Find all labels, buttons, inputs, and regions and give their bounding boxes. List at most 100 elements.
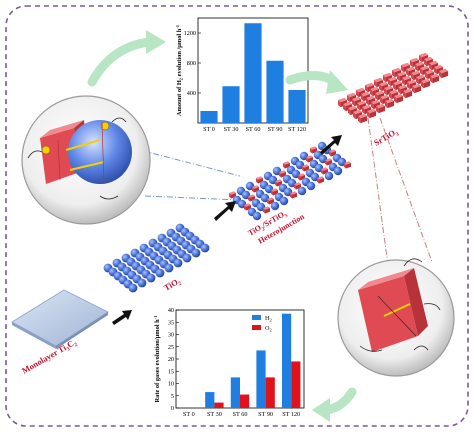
- srtio3-cube-top: [439, 68, 449, 74]
- srtio3-cube-top: [410, 57, 420, 63]
- label-tio2: TiO2: [162, 275, 183, 294]
- bar: [291, 361, 301, 408]
- legend-label-part: O: [265, 325, 270, 332]
- srtio3-cube-top: [394, 93, 404, 99]
- srtio3-cube-left: [365, 85, 368, 93]
- bar: [240, 394, 250, 408]
- srtio3-cube-top: [357, 100, 367, 106]
- y-tick-label: 800: [187, 60, 196, 67]
- srtio3-cube-top: [356, 87, 366, 93]
- srtio3-cube-left: [271, 190, 273, 196]
- connector-line: [144, 195, 241, 201]
- y-tick-label: 20: [168, 356, 174, 363]
- srtio3-cube-top: [425, 69, 435, 75]
- y-tick-label: 0: [171, 405, 174, 412]
- srtio3-cube-top: [310, 146, 317, 150]
- srtio3-cube-left: [397, 74, 400, 82]
- srtio3-cube-top: [244, 203, 251, 207]
- srtio3-cube-top: [434, 64, 444, 70]
- srtio3-cube-top: [344, 161, 351, 165]
- srtio3-cube-left: [410, 60, 413, 68]
- srtio3-cube-top: [325, 158, 332, 162]
- srtio3-cube-top: [424, 56, 434, 62]
- tio2-sphere: [279, 196, 289, 206]
- srtio3-cube-left: [420, 68, 423, 76]
- srtio3-cube-left: [358, 116, 361, 124]
- srtio3-cube-top: [406, 66, 416, 72]
- srtio3-cube-top: [397, 71, 407, 77]
- srtio3-cube-top: [252, 185, 259, 189]
- tio2-sphere: [155, 268, 165, 278]
- srtio3-cube-left: [294, 184, 296, 190]
- x-tick-label: ST 90: [258, 411, 273, 418]
- srtio3-cube-left: [384, 88, 387, 96]
- label-srtio3: SrTiO3: [372, 126, 401, 149]
- srtio3-cube-right: [441, 71, 449, 79]
- srtio3-cube-left: [415, 64, 418, 72]
- srtio3-cube-left: [380, 97, 383, 105]
- srtio3-cube-top: [407, 79, 417, 85]
- srtio3-cube-left: [357, 103, 360, 111]
- srtio3-cube-left: [388, 79, 391, 87]
- x-tick-label: ST 0: [203, 126, 215, 133]
- srtio3-cube-left: [279, 172, 281, 178]
- srtio3-cube-left: [353, 112, 356, 120]
- srtio3-cube-top: [256, 176, 263, 180]
- srtio3-cube-top: [379, 81, 389, 87]
- srtio3-cube-top: [352, 96, 362, 102]
- tio2-sphere: [324, 171, 334, 181]
- srtio3-cube-top: [403, 88, 413, 94]
- srtio3-cube-left: [416, 77, 419, 85]
- srtio3-cube-top: [248, 194, 255, 198]
- srtio3-cube-top: [366, 95, 376, 101]
- srtio3-cube-right: [360, 116, 368, 124]
- srtio3-cube-top: [402, 75, 412, 81]
- srtio3-cube-top: [275, 179, 282, 183]
- bar: [244, 23, 262, 123]
- srtio3-cube-left: [329, 151, 331, 157]
- tio2-sphere: [137, 278, 147, 288]
- srtio3-cube-top: [370, 86, 380, 92]
- y-tick-label: 40: [168, 307, 174, 314]
- srtio3-cube-right: [319, 178, 324, 184]
- srtio3-cube-top: [294, 182, 301, 186]
- y-tick-label: 1200: [184, 30, 196, 37]
- srtio3-cube-left: [310, 148, 312, 154]
- srtio3-cube-top: [338, 97, 348, 103]
- srtio3-cube-right: [369, 111, 377, 119]
- srtio3-cube-left: [412, 86, 415, 94]
- srtio3-cube-left: [348, 108, 351, 116]
- srtio3-cube-left: [394, 96, 397, 104]
- tio2-particles: [103, 223, 210, 293]
- srtio3-cube-top: [393, 80, 403, 86]
- srtio3-cube-left: [425, 72, 428, 80]
- x-tick-label: ST 120: [282, 411, 300, 418]
- srtio3-cube-left: [402, 78, 405, 86]
- y-tick-label: 10: [168, 381, 174, 388]
- srtio3-cube-right: [378, 106, 386, 114]
- srtio3-cube-left: [419, 55, 422, 63]
- srtio3-cube-left: [398, 87, 401, 95]
- srtio3-cube-left: [393, 83, 396, 91]
- srtio3-cube-left: [379, 84, 382, 92]
- srtio3-cube-top: [430, 73, 440, 79]
- srtio3-cube-top: [365, 82, 375, 88]
- srtio3-cube-left: [401, 65, 404, 73]
- bar: [266, 60, 284, 123]
- srtio3-cube-top: [298, 173, 305, 177]
- srtio3-cube-left: [252, 187, 254, 193]
- legend-label-part: H: [265, 315, 270, 322]
- srtio3-cube-right: [292, 193, 297, 199]
- srtio3-cube-left: [248, 196, 250, 202]
- srtio3-cubes: [338, 52, 449, 124]
- srtio3-cube-top: [353, 109, 363, 115]
- srtio3-cube-top: [374, 77, 384, 83]
- legend-label: H2: [265, 315, 272, 323]
- srtio3-cube-left: [256, 178, 258, 184]
- srtio3-cube-left: [366, 98, 369, 106]
- x-tick-label: ST 30: [224, 126, 239, 133]
- y-tick-label: 35: [168, 319, 174, 326]
- srtio3-cube-right: [405, 91, 413, 99]
- x-tick-label: ST 0: [183, 411, 195, 418]
- tio2-sphere: [128, 283, 138, 293]
